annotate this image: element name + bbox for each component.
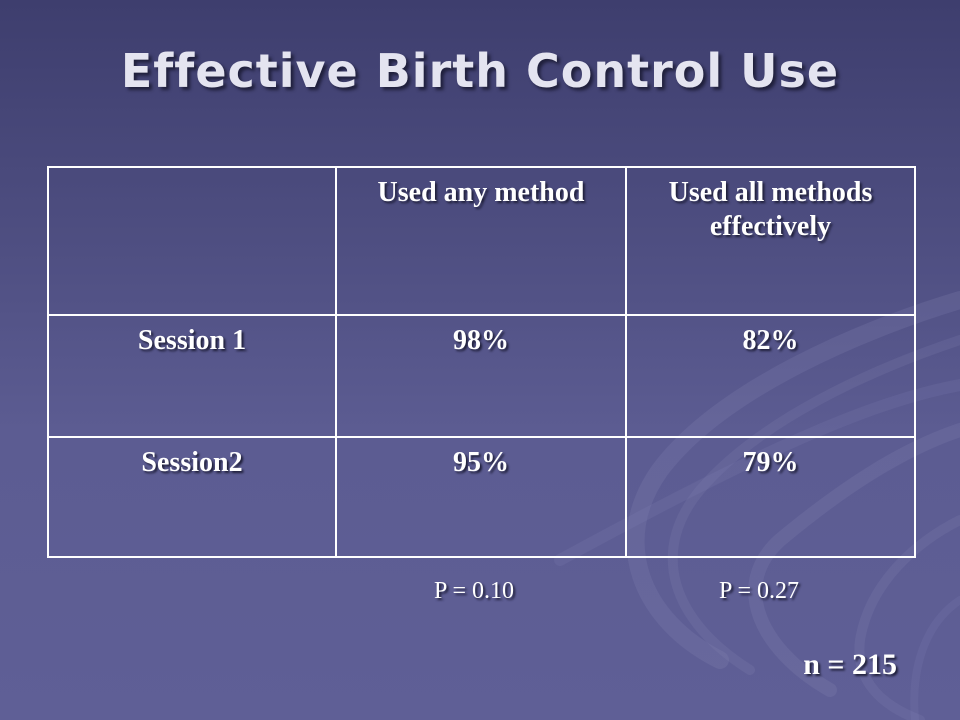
header-cell-empty bbox=[47, 166, 337, 316]
table-header-row: Used any method Used all methods effecti… bbox=[47, 166, 916, 316]
slide-title: Effective Birth Control Use bbox=[120, 44, 840, 98]
p-value-any-method: P = 0.10 bbox=[434, 578, 514, 604]
p-value-all-effective: P = 0.27 bbox=[719, 578, 799, 604]
cell-any-method: 98% bbox=[335, 314, 627, 438]
row-label: Session2 bbox=[47, 436, 337, 558]
cell-any-method: 95% bbox=[335, 436, 627, 558]
table-row: Session2 95% 79% bbox=[47, 436, 916, 558]
table-row: Session 1 98% 82% bbox=[47, 314, 916, 438]
sample-size-label: n = 215 bbox=[803, 648, 897, 681]
header-cell-any-method: Used any method bbox=[335, 166, 627, 316]
results-table: Used any method Used all methods effecti… bbox=[47, 166, 916, 558]
row-label: Session 1 bbox=[47, 314, 337, 438]
header-cell-all-effective: Used all methods effectively bbox=[625, 166, 916, 316]
cell-all-effective: 79% bbox=[625, 436, 916, 558]
cell-all-effective: 82% bbox=[625, 314, 916, 438]
